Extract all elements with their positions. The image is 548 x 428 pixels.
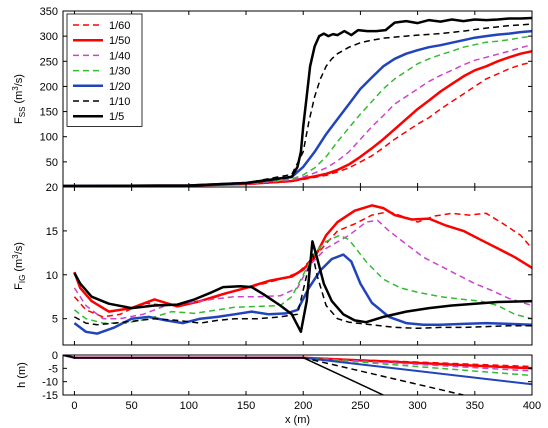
y-tick-label: 50 xyxy=(46,157,58,169)
series-line-1/30 xyxy=(63,35,532,187)
x-tick-label: 0 xyxy=(71,400,77,412)
series-line-1/20 xyxy=(63,355,532,386)
series-line-1/20 xyxy=(63,29,532,187)
series-line-1/40 xyxy=(63,43,532,187)
legend: 1/60 1/50 1/40 1/30 1/20 1/10 1/5 xyxy=(66,13,143,127)
axes-frame xyxy=(62,186,533,346)
series-line-1/5 xyxy=(63,16,532,187)
legend-entry: 1/5 xyxy=(109,111,124,123)
series-line-1/5 xyxy=(73,240,532,334)
y-tick-label: 10 xyxy=(46,270,58,282)
axes-frame xyxy=(62,354,533,396)
y-tick-label: 0 xyxy=(52,350,58,362)
y-tick-label: 15 xyxy=(46,226,58,238)
x-tick-label: 100 xyxy=(180,400,198,412)
x-tick-label: 50 xyxy=(126,400,138,412)
y-tick-label: 250 xyxy=(40,56,58,68)
panel-2: 5 10 15 20 FIG (m3/s) xyxy=(11,182,533,346)
x-tick-label: 300 xyxy=(408,400,426,412)
y-tick-label: -5 xyxy=(48,363,58,375)
legend-entry: 1/10 xyxy=(109,96,130,108)
y-tick-label: 350 xyxy=(40,6,58,18)
series-group xyxy=(73,204,532,335)
x-tick-label: 250 xyxy=(351,400,369,412)
series-group xyxy=(63,16,532,187)
y-tick-label: 200 xyxy=(40,81,58,93)
series-line-1/20 xyxy=(73,253,532,335)
legend-entry: 1/30 xyxy=(109,66,130,78)
series-line-1/50 xyxy=(73,204,532,313)
x-tick-label: 350 xyxy=(466,400,484,412)
x-tick-label: 200 xyxy=(294,400,312,412)
series-line-1/40 xyxy=(73,219,532,320)
x-tick-label: 400 xyxy=(523,400,541,412)
y-tick-label: 5 xyxy=(52,314,58,326)
y-tick-label: -10 xyxy=(42,377,58,389)
y-tick-label: 300 xyxy=(40,31,58,43)
legend-entry: 1/50 xyxy=(109,35,130,47)
legend-entry: 1/20 xyxy=(109,81,130,93)
series-line-1/30 xyxy=(73,234,532,324)
y-tick-label: 100 xyxy=(40,132,58,144)
y-tick-label: 20 xyxy=(46,182,58,194)
x-tick-label: 150 xyxy=(237,400,255,412)
series-line-1/10 xyxy=(63,23,532,187)
y-axis-label: h (m) xyxy=(16,362,28,388)
y-tick-label: -15 xyxy=(42,390,58,402)
legend-box xyxy=(66,13,143,127)
series-line-1/50 xyxy=(63,49,532,187)
x-axis-label: x (m) xyxy=(285,414,310,426)
series-group xyxy=(63,355,532,395)
legend-entry: 1/60 xyxy=(109,20,130,32)
y-tick-label: 150 xyxy=(40,107,58,119)
legend-entry: 1/40 xyxy=(109,50,130,62)
y-axis-label: FSS (m3/s) xyxy=(11,74,27,124)
y-axis-label: FIG (m3/s) xyxy=(11,242,27,290)
